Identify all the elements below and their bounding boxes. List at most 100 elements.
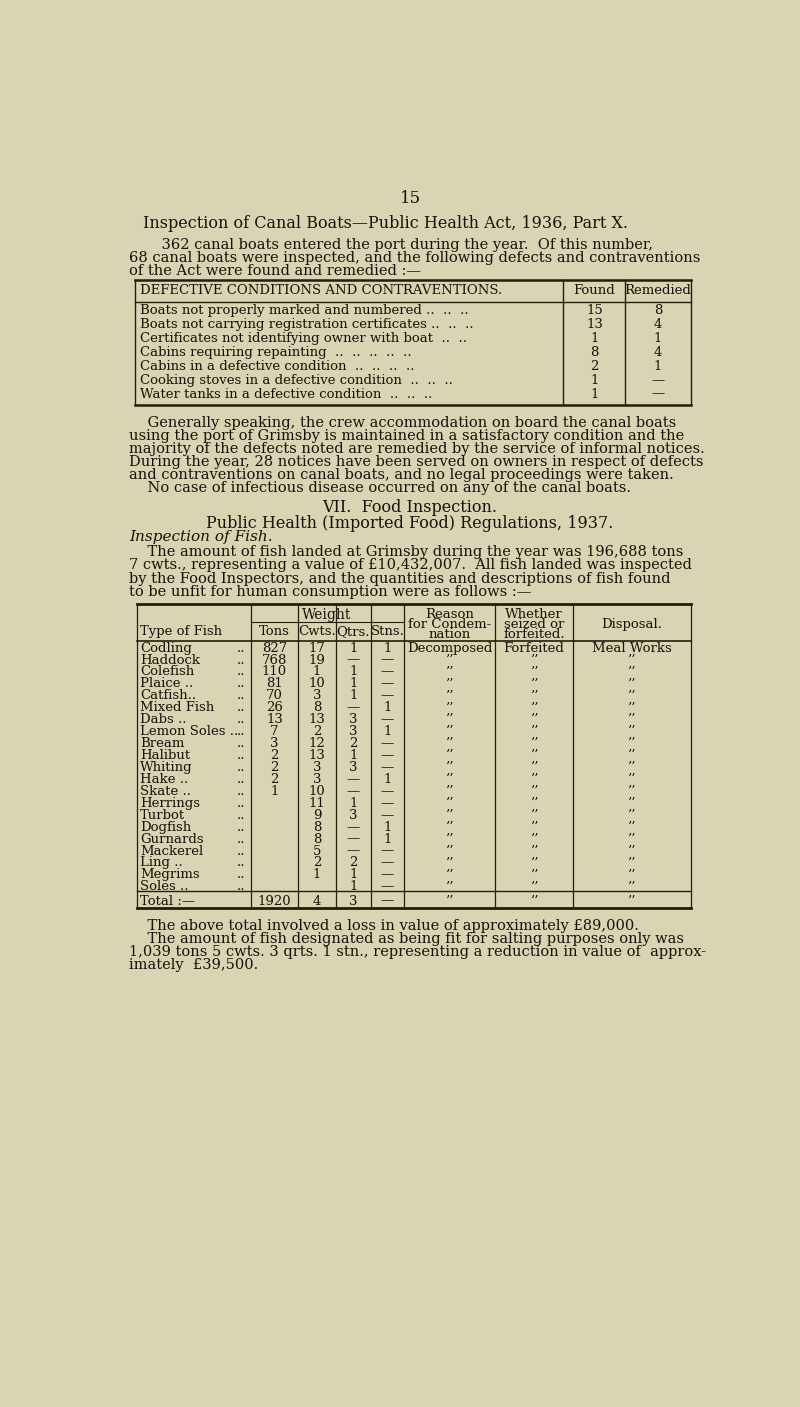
Text: 1: 1 — [383, 833, 392, 846]
Text: —: — — [381, 785, 394, 798]
Text: 1,039 tons 5 cwts. 3 qrts. 1 stn., representing a reduction in value of  approx-: 1,039 tons 5 cwts. 3 qrts. 1 stn., repre… — [130, 946, 706, 960]
Text: ’’: ’’ — [530, 654, 538, 667]
Text: 15: 15 — [586, 304, 603, 318]
Text: 2: 2 — [270, 772, 278, 787]
Text: ..: .. — [237, 689, 245, 702]
Text: ’’: ’’ — [446, 796, 454, 810]
Text: ..: .. — [237, 796, 245, 810]
Text: 1: 1 — [383, 772, 392, 787]
Text: ’’: ’’ — [530, 761, 538, 774]
Text: During the year, 28 notices have been served on owners in respect of defects: During the year, 28 notices have been se… — [130, 456, 704, 470]
Text: 1: 1 — [313, 868, 321, 881]
Text: by the Food Inspectors, and the quantities and descriptions of fish found: by the Food Inspectors, and the quantiti… — [130, 571, 671, 585]
Text: ’’: ’’ — [446, 725, 454, 739]
Text: 8: 8 — [313, 701, 321, 715]
Text: 4: 4 — [654, 318, 662, 331]
Text: 110: 110 — [262, 666, 287, 678]
Text: ’’: ’’ — [627, 666, 636, 678]
Text: Certificates not identifying owner with boat  ..  ..: Certificates not identifying owner with … — [140, 332, 467, 345]
Text: 8: 8 — [654, 304, 662, 318]
Text: 15: 15 — [399, 190, 421, 207]
Text: 7: 7 — [270, 725, 278, 739]
Text: 3: 3 — [349, 713, 358, 726]
Text: 2: 2 — [313, 857, 321, 870]
Text: 3: 3 — [270, 737, 278, 750]
Text: 8: 8 — [313, 820, 321, 833]
Text: —: — — [381, 844, 394, 857]
Text: 9: 9 — [313, 809, 322, 822]
Text: The amount of fish designated as being fit for salting purposes only was: The amount of fish designated as being f… — [130, 931, 685, 946]
Text: ’’: ’’ — [446, 749, 454, 763]
Text: 362 canal boats entered the port during the year.  Of this number,: 362 canal boats entered the port during … — [142, 238, 653, 252]
Text: 68 canal boats were inspected, and the following defects and contraventions: 68 canal boats were inspected, and the f… — [130, 252, 701, 266]
Text: ’’: ’’ — [627, 844, 636, 857]
Text: ’’: ’’ — [530, 809, 538, 822]
Text: ..: .. — [237, 772, 245, 787]
Text: 3: 3 — [313, 772, 322, 787]
Text: Catfish..: Catfish.. — [140, 689, 197, 702]
Text: ’’: ’’ — [627, 857, 636, 870]
Text: —: — — [347, 654, 360, 667]
Text: ..: .. — [237, 725, 245, 739]
Text: 3: 3 — [349, 761, 358, 774]
Text: The above total involved a loss in value of approximately £89,000.: The above total involved a loss in value… — [130, 919, 639, 933]
Text: ..: .. — [237, 677, 245, 691]
Text: forfeited.: forfeited. — [503, 628, 565, 640]
Text: —: — — [381, 677, 394, 691]
Text: Codling: Codling — [140, 642, 192, 654]
Text: Forfeited: Forfeited — [503, 642, 565, 654]
Text: ’’: ’’ — [446, 857, 454, 870]
Text: 1: 1 — [590, 374, 598, 387]
Text: —: — — [381, 749, 394, 763]
Text: Lemon Soles ..: Lemon Soles .. — [140, 725, 238, 739]
Text: —: — — [347, 772, 360, 787]
Text: 1: 1 — [590, 332, 598, 345]
Text: of the Act were found and remedied :—: of the Act were found and remedied :— — [130, 265, 422, 279]
Text: Cwts.: Cwts. — [298, 626, 336, 639]
Text: Reason: Reason — [425, 608, 474, 620]
Text: ’’: ’’ — [627, 895, 636, 908]
Text: Generally speaking, the crew accommodation on board the canal boats: Generally speaking, the crew accommodati… — [130, 416, 677, 431]
Text: ..: .. — [237, 857, 245, 870]
Text: —: — — [381, 666, 394, 678]
Text: ’’: ’’ — [530, 820, 538, 833]
Text: Hake ..: Hake .. — [140, 772, 189, 787]
Text: —: — — [381, 761, 394, 774]
Text: 13: 13 — [586, 318, 603, 331]
Text: Soles ..: Soles .. — [140, 881, 189, 893]
Text: ’’: ’’ — [530, 737, 538, 750]
Text: ’’: ’’ — [627, 868, 636, 881]
Text: 5: 5 — [313, 844, 321, 857]
Text: —: — — [381, 654, 394, 667]
Text: 10: 10 — [309, 785, 326, 798]
Text: 8: 8 — [590, 346, 598, 359]
Text: ’’: ’’ — [530, 868, 538, 881]
Text: ’’: ’’ — [530, 895, 538, 908]
Text: —: — — [381, 796, 394, 810]
Text: ’’: ’’ — [627, 796, 636, 810]
Text: ’’: ’’ — [627, 833, 636, 846]
Text: Mixed Fish: Mixed Fish — [140, 701, 214, 715]
Text: 2: 2 — [350, 737, 358, 750]
Text: ’’: ’’ — [530, 785, 538, 798]
Text: ..: .. — [237, 749, 245, 763]
Text: ’’: ’’ — [627, 654, 636, 667]
Text: Remedied: Remedied — [625, 284, 691, 297]
Text: —: — — [347, 820, 360, 833]
Text: —: — — [381, 895, 394, 908]
Text: ’’: ’’ — [627, 772, 636, 787]
Text: ’’: ’’ — [530, 701, 538, 715]
Text: ..: .. — [237, 785, 245, 798]
Text: ’’: ’’ — [627, 689, 636, 702]
Text: ..: .. — [237, 666, 245, 678]
Text: ..: .. — [237, 809, 245, 822]
Text: Whether: Whether — [505, 608, 563, 620]
Text: ’’: ’’ — [627, 809, 636, 822]
Text: 13: 13 — [309, 749, 326, 763]
Text: ’’: ’’ — [446, 809, 454, 822]
Text: ’’: ’’ — [446, 677, 454, 691]
Text: ..: .. — [237, 881, 245, 893]
Text: ’’: ’’ — [446, 785, 454, 798]
Text: —: — — [347, 785, 360, 798]
Text: —: — — [381, 868, 394, 881]
